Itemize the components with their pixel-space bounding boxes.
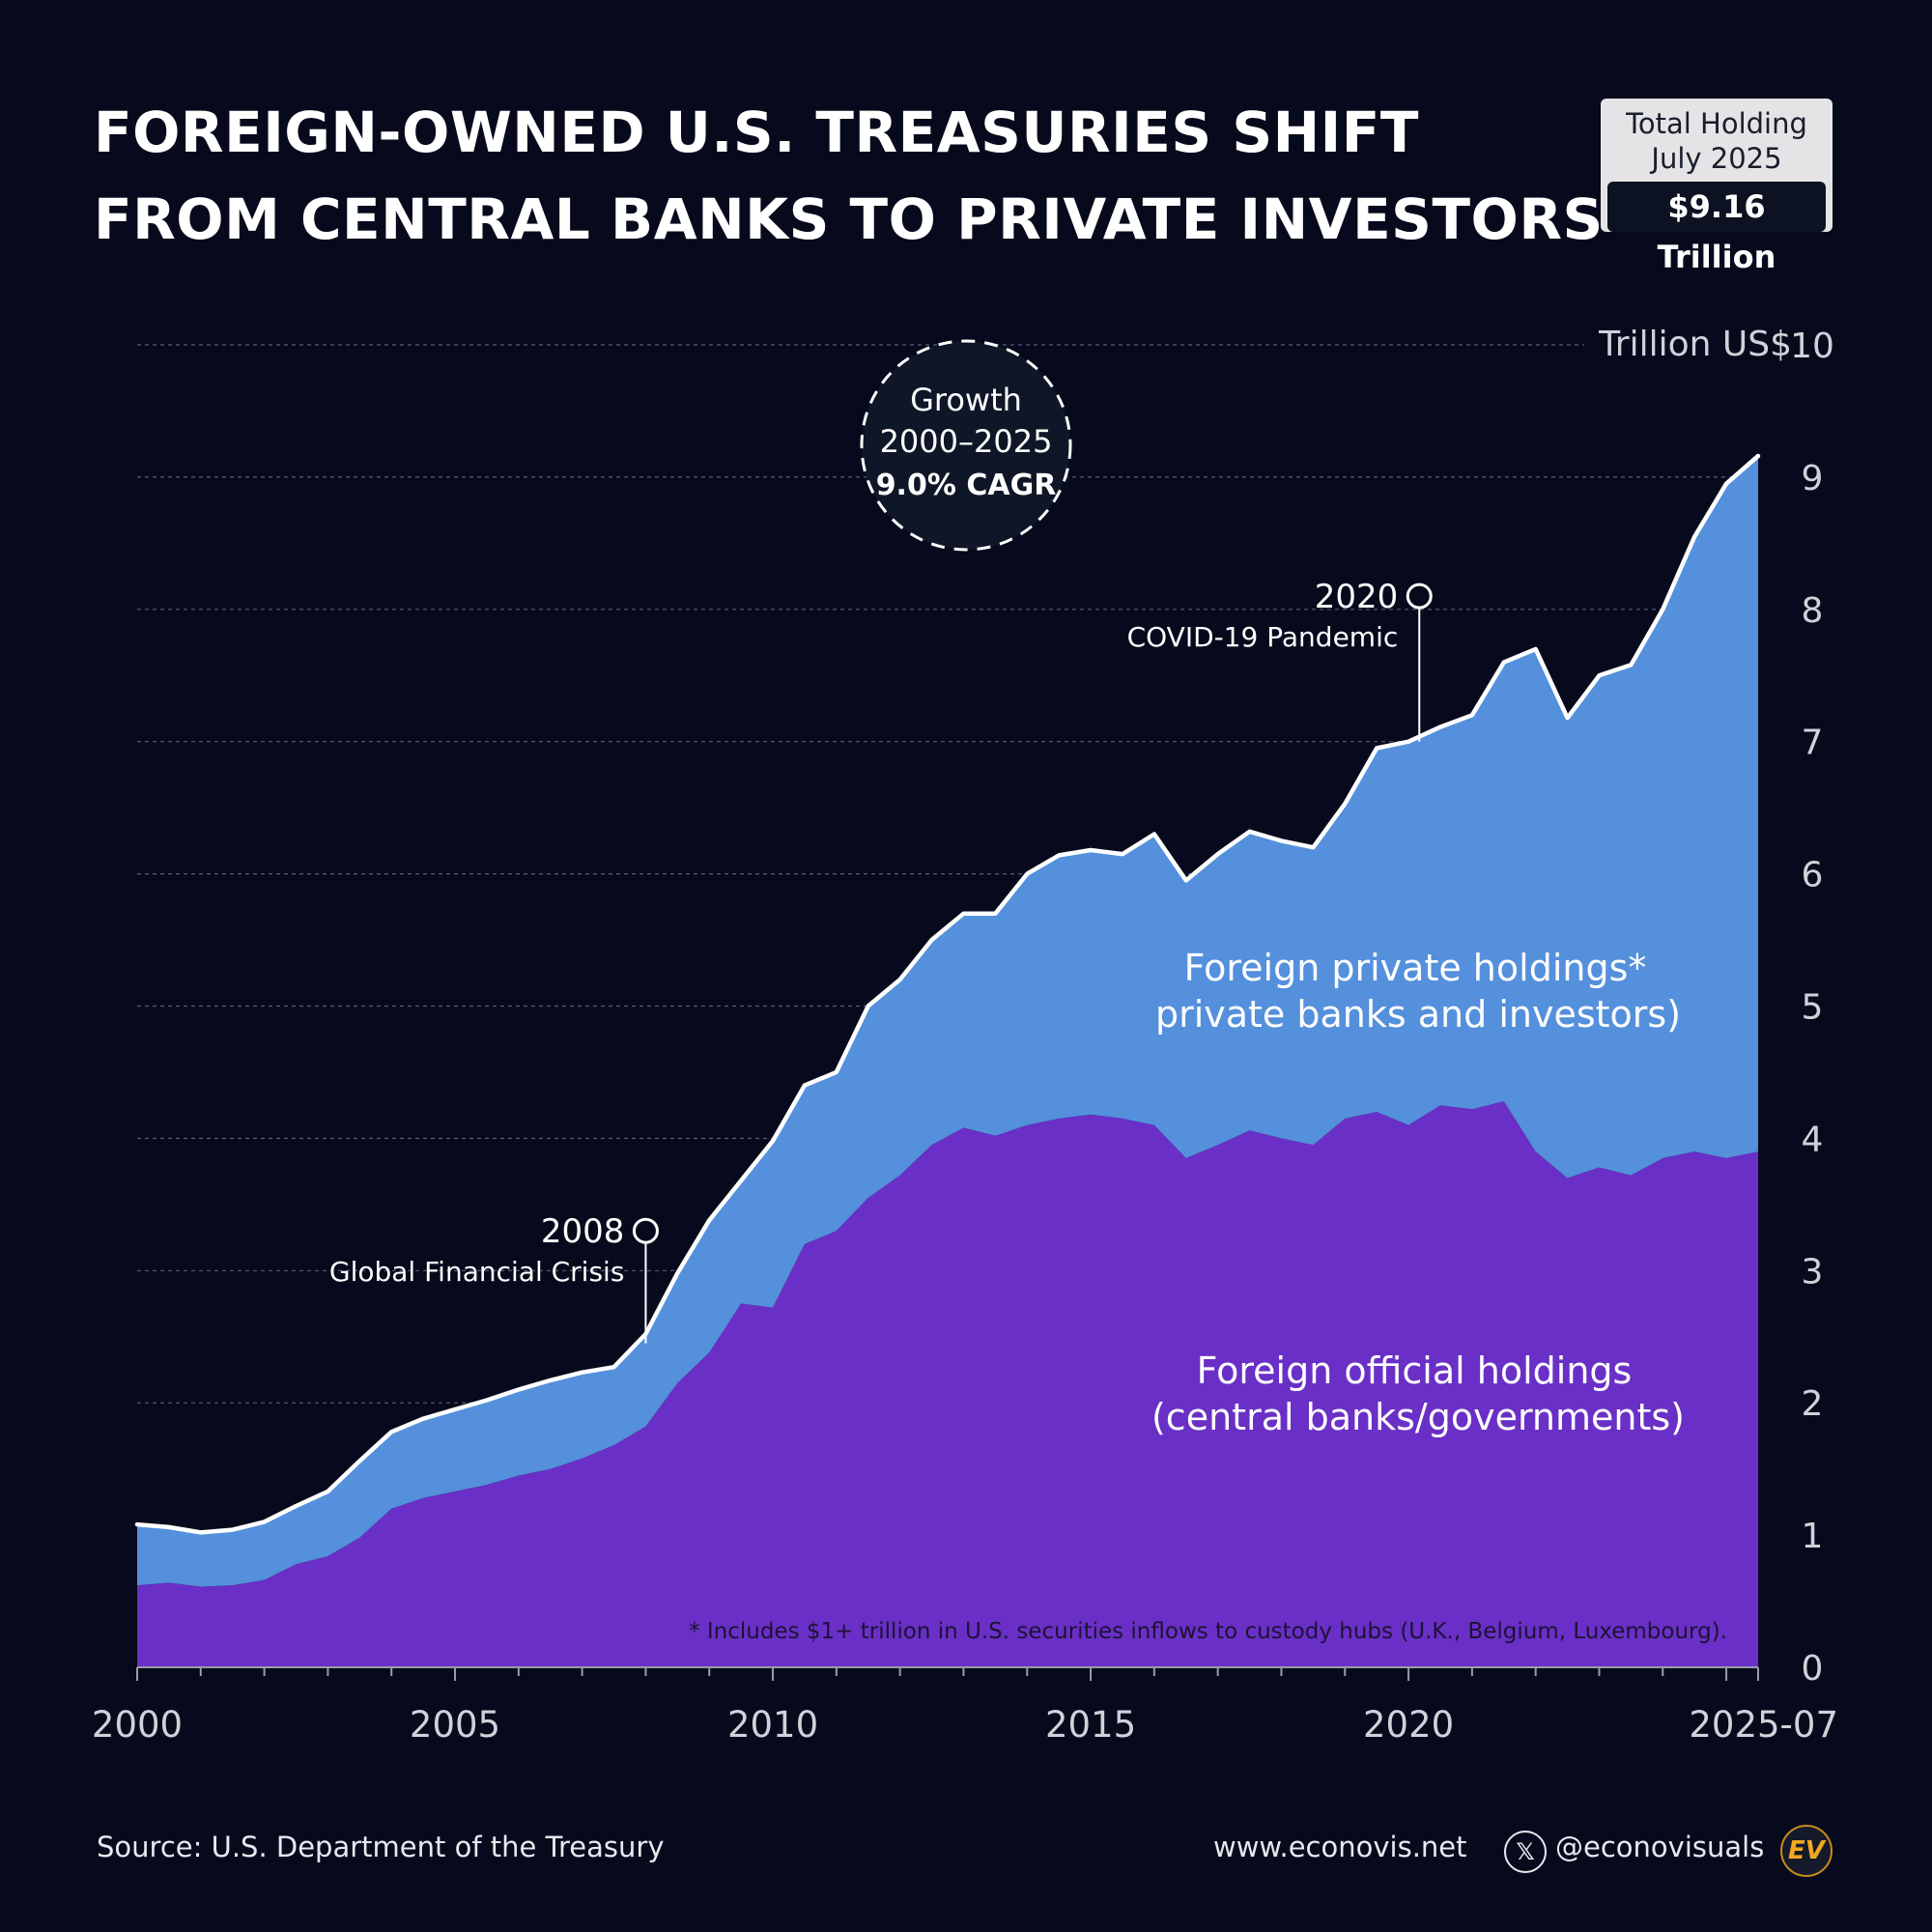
x-tick-label: 2025-07: [1689, 1704, 1838, 1746]
source-text: Source: U.S. Department of the Treasury: [97, 1831, 665, 1863]
x-tick-label: 2010: [727, 1704, 818, 1746]
y-tick-label: 4: [1802, 1120, 1824, 1159]
footnote: * Includes $1+ trillion in U.S. securiti…: [689, 1619, 1727, 1644]
y-tick-label: 5: [1802, 988, 1824, 1028]
website-link[interactable]: www.econovis.net: [1213, 1831, 1467, 1863]
y-tick-label: 0: [1802, 1649, 1824, 1689]
total-holding-date: July 2025: [1651, 142, 1782, 175]
y-tick-label: 7: [1802, 724, 1824, 763]
annotation-event: Global Financial Crisis: [329, 1256, 625, 1288]
annotation-marker: [632, 1217, 659, 1244]
title-line-2: FROM CENTRAL BANKS TO PRIVATE INVESTORS: [94, 186, 1604, 252]
x-axis: 2000 2005 2010 2015 2020 2025-07: [92, 1666, 1838, 1746]
official-holdings-area: [137, 1101, 1758, 1667]
y-tick-label: 10: [1790, 327, 1834, 366]
annotation-year: 2008: [541, 1212, 625, 1251]
growth-badge: Growth 2000–2025 9.0% CAGR: [860, 339, 1072, 552]
annotation-year: 2020: [1315, 578, 1399, 616]
annotation-event: COVID-19 Pandemic: [1127, 621, 1399, 653]
y-tick-label: 3: [1802, 1252, 1824, 1292]
social-handle[interactable]: @econovisuals: [1555, 1831, 1765, 1863]
x-tick-label: 2005: [410, 1704, 500, 1746]
private-label-line-2: private banks and investors): [1155, 993, 1681, 1036]
annotation-marker: [1406, 582, 1433, 610]
y-tick-label: 8: [1802, 591, 1824, 631]
y-tick-label: 9: [1802, 459, 1824, 498]
official-label-line-1: Foreign official holdings: [1197, 1350, 1633, 1392]
total-holdings-line: [134, 453, 1761, 1535]
total-holding-value: $9.16 Trillion: [1607, 182, 1826, 275]
growth-cagr: 9.0% CAGR: [876, 469, 1057, 502]
y-tick-label: 1: [1802, 1517, 1824, 1556]
growth-badge-circle: [860, 339, 1072, 552]
growth-period: 2000–2025: [880, 423, 1053, 460]
y-tick-label: 6: [1802, 856, 1824, 895]
gridlines: [137, 344, 1758, 1536]
private-label-line-1: Foreign private holdings*: [1184, 947, 1647, 989]
total-holding-badge: Total Holding July 2025 $9.16 Trillion: [1601, 99, 1833, 275]
title-line-1: FOREIGN-OWNED U.S. TREASURIES SHIFT: [94, 99, 1419, 165]
x-tick-label: 2020: [1363, 1704, 1454, 1746]
official-area-label: Foreign official holdings (central banks…: [1151, 1350, 1685, 1438]
private-area-label: Foreign private holdings* private banks …: [1155, 947, 1681, 1036]
unit-label: Trillion US$: [1598, 325, 1792, 364]
chart-title: FOREIGN-OWNED U.S. TREASURIES SHIFT FROM…: [94, 89, 1604, 263]
official-label-line-2: (central banks/governments): [1151, 1396, 1685, 1438]
econovis-logo: EV: [1780, 1825, 1833, 1877]
x-tick-label: 2000: [92, 1704, 183, 1746]
private-holdings-area: [137, 456, 1758, 1587]
y-tick-label: 2: [1802, 1384, 1824, 1424]
y-axis: 0 1 2 3 4 5 6 7 8 9 10: [1790, 327, 1834, 1689]
x-tick-label: 2015: [1045, 1704, 1136, 1746]
total-holding-label: Total Holding: [1626, 107, 1807, 140]
x-logo-icon[interactable]: 𝕏: [1504, 1831, 1547, 1873]
event-annotations: 2008 Global Financial Crisis 2020 COVID-19 …: [329, 578, 1433, 1344]
growth-label: Growth: [910, 382, 1022, 418]
